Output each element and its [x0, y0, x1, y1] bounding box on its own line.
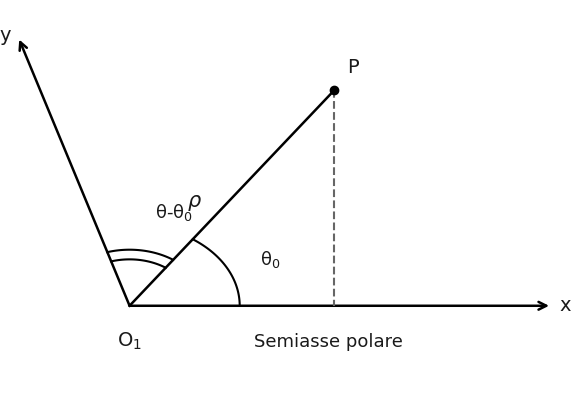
- Text: θ-θ$_0$: θ-θ$_0$: [155, 202, 193, 223]
- Text: O$_1$: O$_1$: [117, 331, 142, 352]
- Text: Semiasse polare: Semiasse polare: [255, 333, 403, 351]
- Text: θ$_0$: θ$_0$: [260, 249, 280, 270]
- Text: y: y: [0, 26, 12, 45]
- Text: ρ: ρ: [187, 191, 200, 211]
- Text: P: P: [347, 58, 359, 77]
- Text: x: x: [559, 296, 571, 315]
